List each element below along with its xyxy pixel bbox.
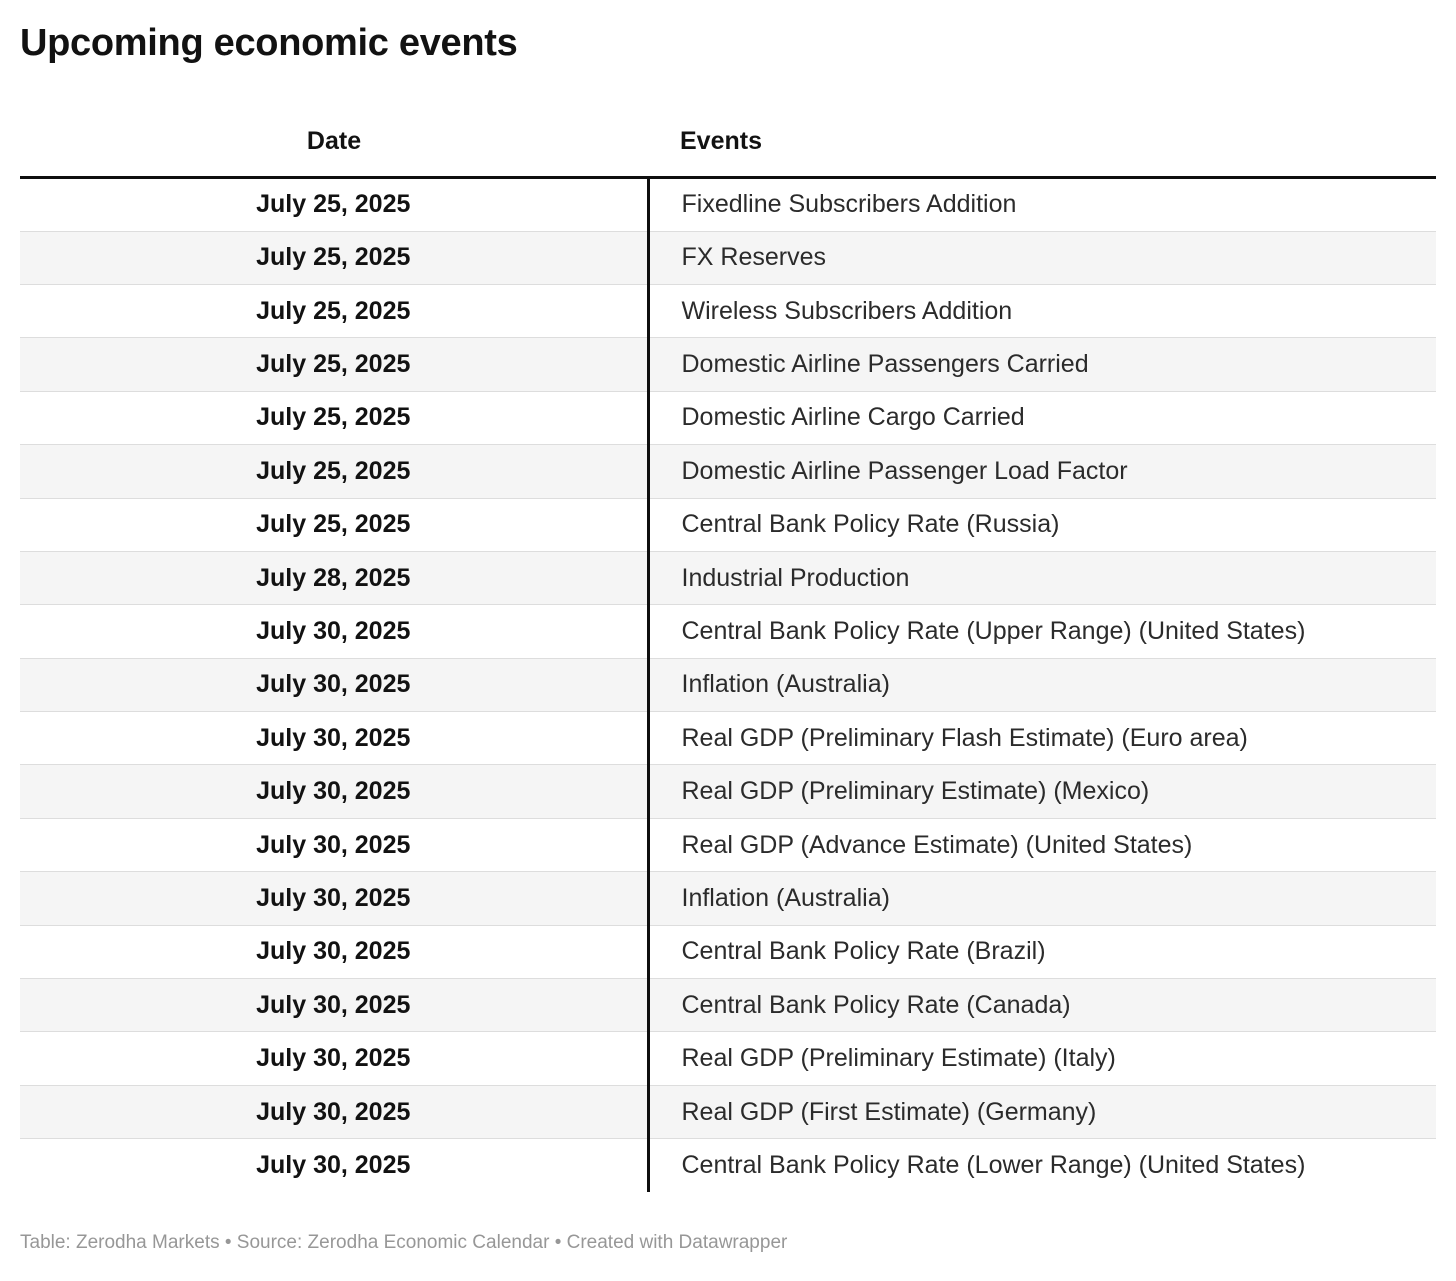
event-cell: Central Bank Policy Rate (Upper Range) (… <box>646 604 1436 659</box>
date-cell: July 30, 2025 <box>20 924 648 979</box>
event-cell: Real GDP (Preliminary Estimate) (Italy) <box>646 1031 1436 1086</box>
table-row: July 30, 2025 Real GDP (Preliminary Flas… <box>20 711 1436 765</box>
attribution-footer: Table: Zerodha Markets • Source: Zerodha… <box>20 1232 788 1254</box>
event-cell: Central Bank Policy Rate (Canada) <box>646 978 1436 1032</box>
table-row: July 30, 2025 Real GDP (First Estimate) … <box>20 1084 1436 1139</box>
date-cell: July 30, 2025 <box>20 817 648 872</box>
table-row: July 30, 2025 Real GDP (Advance Estimate… <box>20 817 1436 872</box>
table-row: July 25, 2025 Domestic Airline Cargo Car… <box>20 390 1436 445</box>
table-row: July 25, 2025 Fixedline Subscribers Addi… <box>20 177 1436 232</box>
table-row: July 25, 2025 Domestic Airline Passenger… <box>20 444 1436 499</box>
event-cell: Inflation (Australia) <box>646 871 1436 926</box>
table-row: July 30, 2025 Central Bank Policy Rate (… <box>20 604 1436 659</box>
table-body: July 25, 2025 Fixedline Subscribers Addi… <box>20 177 1436 1193</box>
page-title: Upcoming economic events <box>20 22 518 64</box>
event-cell: Central Bank Policy Rate (Russia) <box>646 497 1436 552</box>
date-cell: July 30, 2025 <box>20 1138 648 1193</box>
table-row: July 30, 2025 Central Bank Policy Rate (… <box>20 1138 1436 1193</box>
economic-events-table: Date Events July 25, 2025 Fixedline Subs… <box>20 65 1436 1193</box>
header-row: Date Events <box>20 65 1436 180</box>
table-row: July 25, 2025 Central Bank Policy Rate (… <box>20 497 1436 552</box>
date-cell: July 30, 2025 <box>20 657 648 712</box>
column-header-date: Date <box>20 65 648 180</box>
table-row: July 30, 2025 Real GDP (Preliminary Esti… <box>20 764 1436 819</box>
page-container: Upcoming economic events Date Events Jul… <box>20 22 1436 1254</box>
table-row: July 30, 2025 Real GDP (Preliminary Esti… <box>20 1031 1436 1086</box>
date-cell: July 30, 2025 <box>20 871 648 926</box>
date-cell: July 30, 2025 <box>20 1031 648 1086</box>
event-cell: Real GDP (First Estimate) (Germany) <box>646 1084 1436 1139</box>
event-cell: Central Bank Policy Rate (Brazil) <box>646 924 1436 979</box>
event-cell: Real GDP (Preliminary Estimate) (Mexico) <box>646 764 1436 819</box>
event-cell: Central Bank Policy Rate (Lower Range) (… <box>646 1138 1436 1193</box>
date-cell: July 30, 2025 <box>20 711 648 765</box>
date-cell: July 25, 2025 <box>20 444 648 499</box>
date-cell: July 25, 2025 <box>20 390 648 445</box>
date-cell: July 30, 2025 <box>20 1084 648 1139</box>
event-cell: Industrial Production <box>646 550 1436 605</box>
event-cell: Domestic Airline Passengers Carried <box>646 337 1436 392</box>
column-header-events: Events <box>648 65 1436 180</box>
table-row: July 30, 2025 Inflation (Australia) <box>20 871 1436 926</box>
date-cell: July 25, 2025 <box>20 283 648 338</box>
table-row: July 25, 2025 FX Reserves <box>20 230 1436 285</box>
table-row: July 30, 2025 Central Bank Policy Rate (… <box>20 924 1436 979</box>
event-cell: Wireless Subscribers Addition <box>646 283 1436 338</box>
event-cell: Inflation (Australia) <box>646 657 1436 712</box>
table-row: July 25, 2025 Wireless Subscribers Addit… <box>20 283 1436 338</box>
table-row: July 28, 2025 Industrial Production <box>20 550 1436 605</box>
event-cell: Domestic Airline Cargo Carried <box>646 390 1436 445</box>
table-row: July 25, 2025 Domestic Airline Passenger… <box>20 337 1436 392</box>
table-row: July 30, 2025 Inflation (Australia) <box>20 657 1436 712</box>
event-cell: Fixedline Subscribers Addition <box>646 177 1436 232</box>
table-header: Date Events <box>20 65 1436 180</box>
date-cell: July 28, 2025 <box>20 550 648 605</box>
event-cell: Real GDP (Advance Estimate) (United Stat… <box>646 817 1436 872</box>
date-cell: July 30, 2025 <box>20 978 648 1032</box>
date-cell: July 30, 2025 <box>20 764 648 819</box>
date-cell: July 25, 2025 <box>20 337 648 392</box>
date-cell: July 25, 2025 <box>256 190 411 219</box>
date-cell: July 25, 2025 <box>20 230 648 285</box>
date-cell: July 30, 2025 <box>20 604 648 659</box>
table-row: July 30, 2025 Central Bank Policy Rate (… <box>20 978 1436 1032</box>
event-cell: Domestic Airline Passenger Load Factor <box>646 444 1436 499</box>
event-cell: FX Reserves <box>646 230 1436 285</box>
date-cell: July 25, 2025 <box>20 497 648 552</box>
event-cell: Real GDP (Preliminary Flash Estimate) (E… <box>646 711 1436 765</box>
